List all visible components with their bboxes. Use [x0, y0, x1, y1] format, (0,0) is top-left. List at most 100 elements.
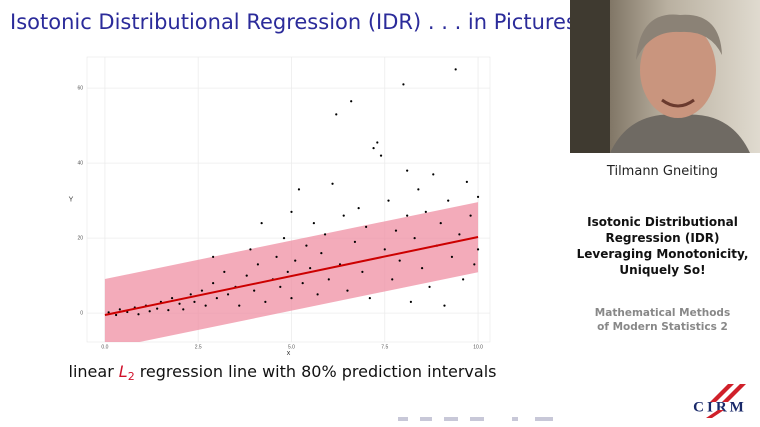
point: [189, 293, 192, 296]
point: [212, 255, 215, 258]
point: [260, 222, 263, 225]
point: [118, 308, 121, 311]
point: [212, 282, 215, 285]
point: [391, 278, 394, 281]
point: [420, 267, 424, 270]
point: [394, 229, 398, 232]
point: [294, 259, 297, 262]
point: [223, 270, 226, 273]
point: [476, 248, 480, 251]
point: [387, 199, 390, 202]
side-panel: Tilmann Gneiting Isotonic Distributional…: [565, 0, 760, 427]
point: [167, 309, 170, 312]
point: [264, 300, 267, 303]
point: [439, 222, 442, 225]
x-tick-label: 0.0: [101, 344, 108, 350]
point: [473, 263, 476, 266]
point: [406, 214, 409, 217]
point: [331, 182, 334, 185]
point: [424, 210, 427, 213]
y-axis-label: Y: [69, 196, 74, 203]
plot-layer: [104, 68, 480, 342]
talk-title-line: Regression (IDR): [605, 231, 720, 245]
point: [200, 289, 204, 292]
point: [379, 154, 383, 157]
x-tick-label: 7.5: [381, 344, 388, 350]
point: [376, 141, 379, 144]
slide-title: Isotonic Distributional Regression (IDR)…: [10, 10, 577, 34]
point: [398, 259, 401, 262]
point: [428, 285, 431, 288]
point: [342, 214, 345, 217]
point: [443, 304, 446, 307]
point: [409, 300, 412, 303]
point: [316, 293, 319, 296]
x-tick-label: 10.0: [473, 344, 483, 350]
point: [297, 188, 301, 191]
webcam: [570, 0, 760, 153]
chart: 0.0 2.5 5.0 7.5 10.0 0 20 40 60 x Y: [69, 56, 491, 355]
nav-icon[interactable]: [420, 417, 432, 421]
point: [290, 297, 293, 300]
point: [215, 297, 218, 300]
nav-icon[interactable]: [444, 417, 458, 421]
x-axis-label: x: [287, 350, 291, 355]
nav-icon[interactable]: [512, 417, 518, 421]
point: [226, 293, 230, 296]
point: [465, 180, 468, 183]
point: [107, 311, 110, 314]
point: [476, 195, 480, 198]
point: [335, 113, 338, 116]
point: [469, 214, 472, 217]
caption-text: regression line with 80% prediction inte…: [139, 362, 497, 381]
point: [148, 310, 151, 313]
point: [238, 304, 241, 307]
event-line: of Modern Statistics 2: [597, 321, 728, 333]
talk-title-line: Leveraging Monotonicity,: [576, 247, 749, 261]
point: [312, 222, 315, 225]
point: [182, 308, 185, 311]
point: [458, 233, 461, 236]
logo: CIRM: [693, 384, 747, 418]
point: [323, 233, 327, 236]
point: [305, 244, 308, 247]
point: [462, 278, 465, 281]
point: [346, 289, 349, 292]
point: [432, 173, 435, 176]
caption-text: linear: [68, 362, 114, 381]
point: [357, 207, 360, 210]
talk-title-line: Isotonic Distributional: [587, 215, 738, 229]
nav-icon[interactable]: [535, 417, 553, 421]
point: [156, 307, 159, 310]
point: [245, 274, 248, 277]
caption: linear L2 regression line with 80% predict…: [0, 362, 565, 383]
x-tick-label: 2.5: [195, 344, 202, 350]
nav-icon[interactable]: [398, 417, 408, 421]
regression-line: [104, 236, 479, 316]
nav-icon[interactable]: [470, 417, 484, 421]
point: [372, 147, 375, 150]
prediction-interval: [104, 202, 479, 342]
point: [290, 210, 293, 213]
point: [275, 255, 278, 258]
y-tick-label: 40: [77, 160, 83, 166]
point: [193, 300, 196, 303]
point: [350, 100, 353, 103]
point: [170, 297, 174, 300]
point: [417, 188, 420, 191]
nav-bar: [398, 417, 553, 421]
y-tick-label: 0: [80, 310, 83, 316]
point: [204, 304, 207, 307]
speaker-name: Tilmann Gneiting: [606, 164, 719, 179]
logo-text: CIRM: [693, 399, 747, 415]
point: [320, 252, 323, 255]
point: [137, 313, 140, 316]
point: [249, 248, 252, 251]
event-name: Mathematical Methods of Modern Statistics…: [565, 306, 760, 334]
point: [253, 289, 256, 292]
point: [353, 240, 357, 243]
y-tick-label: 60: [77, 85, 83, 91]
caption-symbol: L: [118, 362, 128, 381]
point: [256, 263, 260, 266]
